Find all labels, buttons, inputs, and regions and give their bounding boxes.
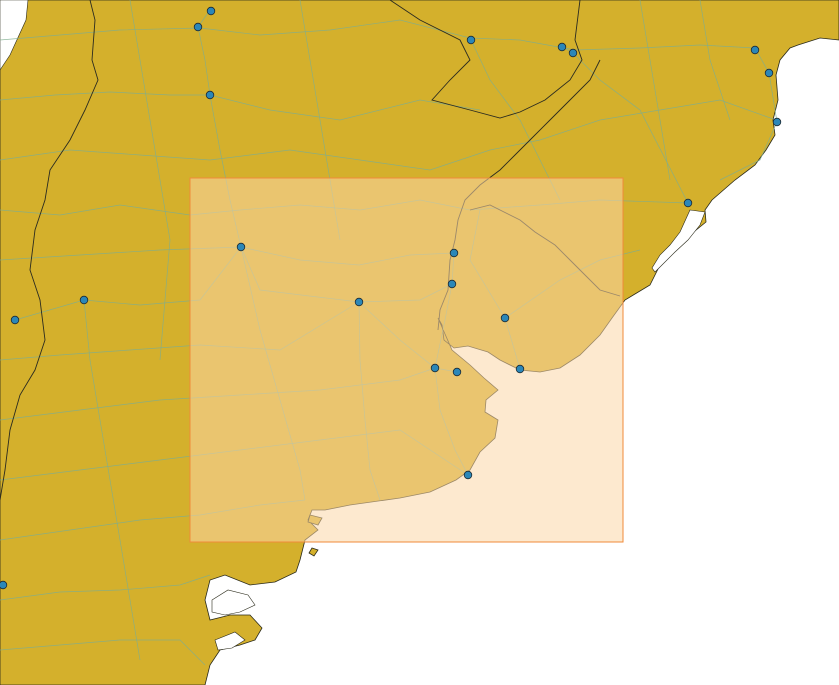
city-marker[interactable] (0, 580, 8, 590)
city-marker[interactable] (772, 117, 782, 127)
road (470, 39, 561, 201)
city-marker[interactable] (557, 42, 567, 52)
selection-extent[interactable] (189, 177, 624, 543)
city-marker[interactable] (193, 22, 203, 32)
city-marker[interactable] (205, 90, 215, 100)
border-paraguay-argentina (389, 0, 583, 119)
bay-south (211, 589, 256, 616)
city-marker[interactable] (449, 248, 459, 258)
city-marker[interactable] (683, 198, 693, 208)
cities-layer (0, 6, 782, 590)
land-islet-2 (308, 547, 319, 557)
city-marker[interactable] (568, 48, 578, 58)
city-marker[interactable] (750, 45, 760, 55)
city-marker[interactable] (463, 470, 473, 480)
city-marker[interactable] (236, 242, 246, 252)
border-bolivia-paraguay (0, 0, 99, 501)
city-marker[interactable] (430, 363, 440, 373)
road (0, 639, 206, 666)
city-marker[interactable] (447, 279, 457, 289)
lagoon-patos (651, 209, 706, 273)
city-marker[interactable] (500, 313, 510, 323)
road (0, 574, 211, 601)
city-marker[interactable] (515, 364, 525, 374)
city-marker[interactable] (79, 295, 89, 305)
road (0, 19, 756, 51)
city-marker[interactable] (206, 6, 216, 16)
road (639, 0, 731, 181)
gulf-south (214, 631, 246, 651)
road (0, 99, 777, 171)
road (129, 0, 171, 361)
city-marker[interactable] (354, 297, 364, 307)
city-marker[interactable] (764, 68, 774, 78)
road (83, 299, 141, 661)
coast-notch-left (0, 0, 29, 71)
city-marker[interactable] (466, 35, 476, 45)
city-marker[interactable] (10, 315, 20, 325)
city-marker[interactable] (452, 367, 462, 377)
water-layer (0, 0, 706, 651)
